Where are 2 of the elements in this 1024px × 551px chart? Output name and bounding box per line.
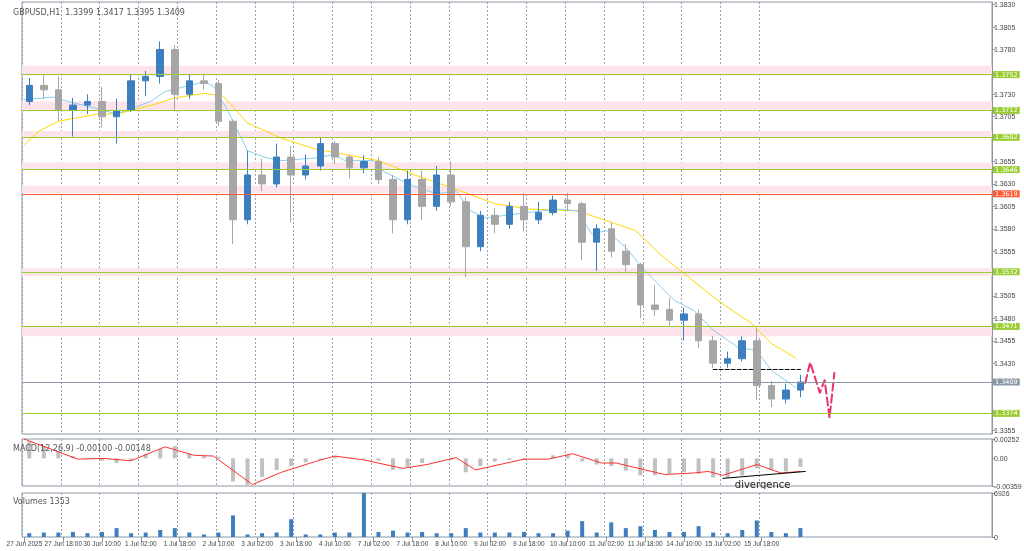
chart-title: Volumes 1353 — [13, 496, 70, 506]
text: GBPUSD,H1 1.3399 1.3417 1.3395 1.3409 — [13, 7, 185, 17]
